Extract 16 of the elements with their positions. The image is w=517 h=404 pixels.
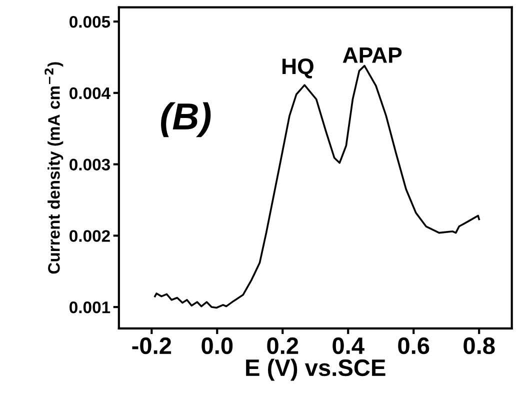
annotation: (B) (161, 102, 211, 138)
x-tick-label: 0.6 (398, 337, 430, 354)
y-axis-title: Current density (mA cm$^{−2}$) (44, 62, 64, 274)
y-tick-label: 0.003 (70, 158, 110, 171)
x-tick-label: -0.2 (132, 337, 172, 354)
x-axis-title: E (V) vs.SCE (246, 358, 386, 381)
annotation: APAP (342, 48, 402, 63)
y-tick-label: 0.004 (70, 87, 110, 100)
x-tick-label: 0.0 (202, 337, 233, 354)
x-tick-label: 0.4 (332, 337, 364, 354)
annotation: HQ (282, 58, 314, 78)
y-tick-label: 0.002 (70, 230, 110, 242)
y-tick-label: 0.001 (70, 301, 110, 314)
x-tick-label: 0.8 (464, 337, 495, 354)
y-tick-label: 0.005 (70, 16, 110, 28)
x-tick-label: 0.2 (267, 337, 298, 354)
